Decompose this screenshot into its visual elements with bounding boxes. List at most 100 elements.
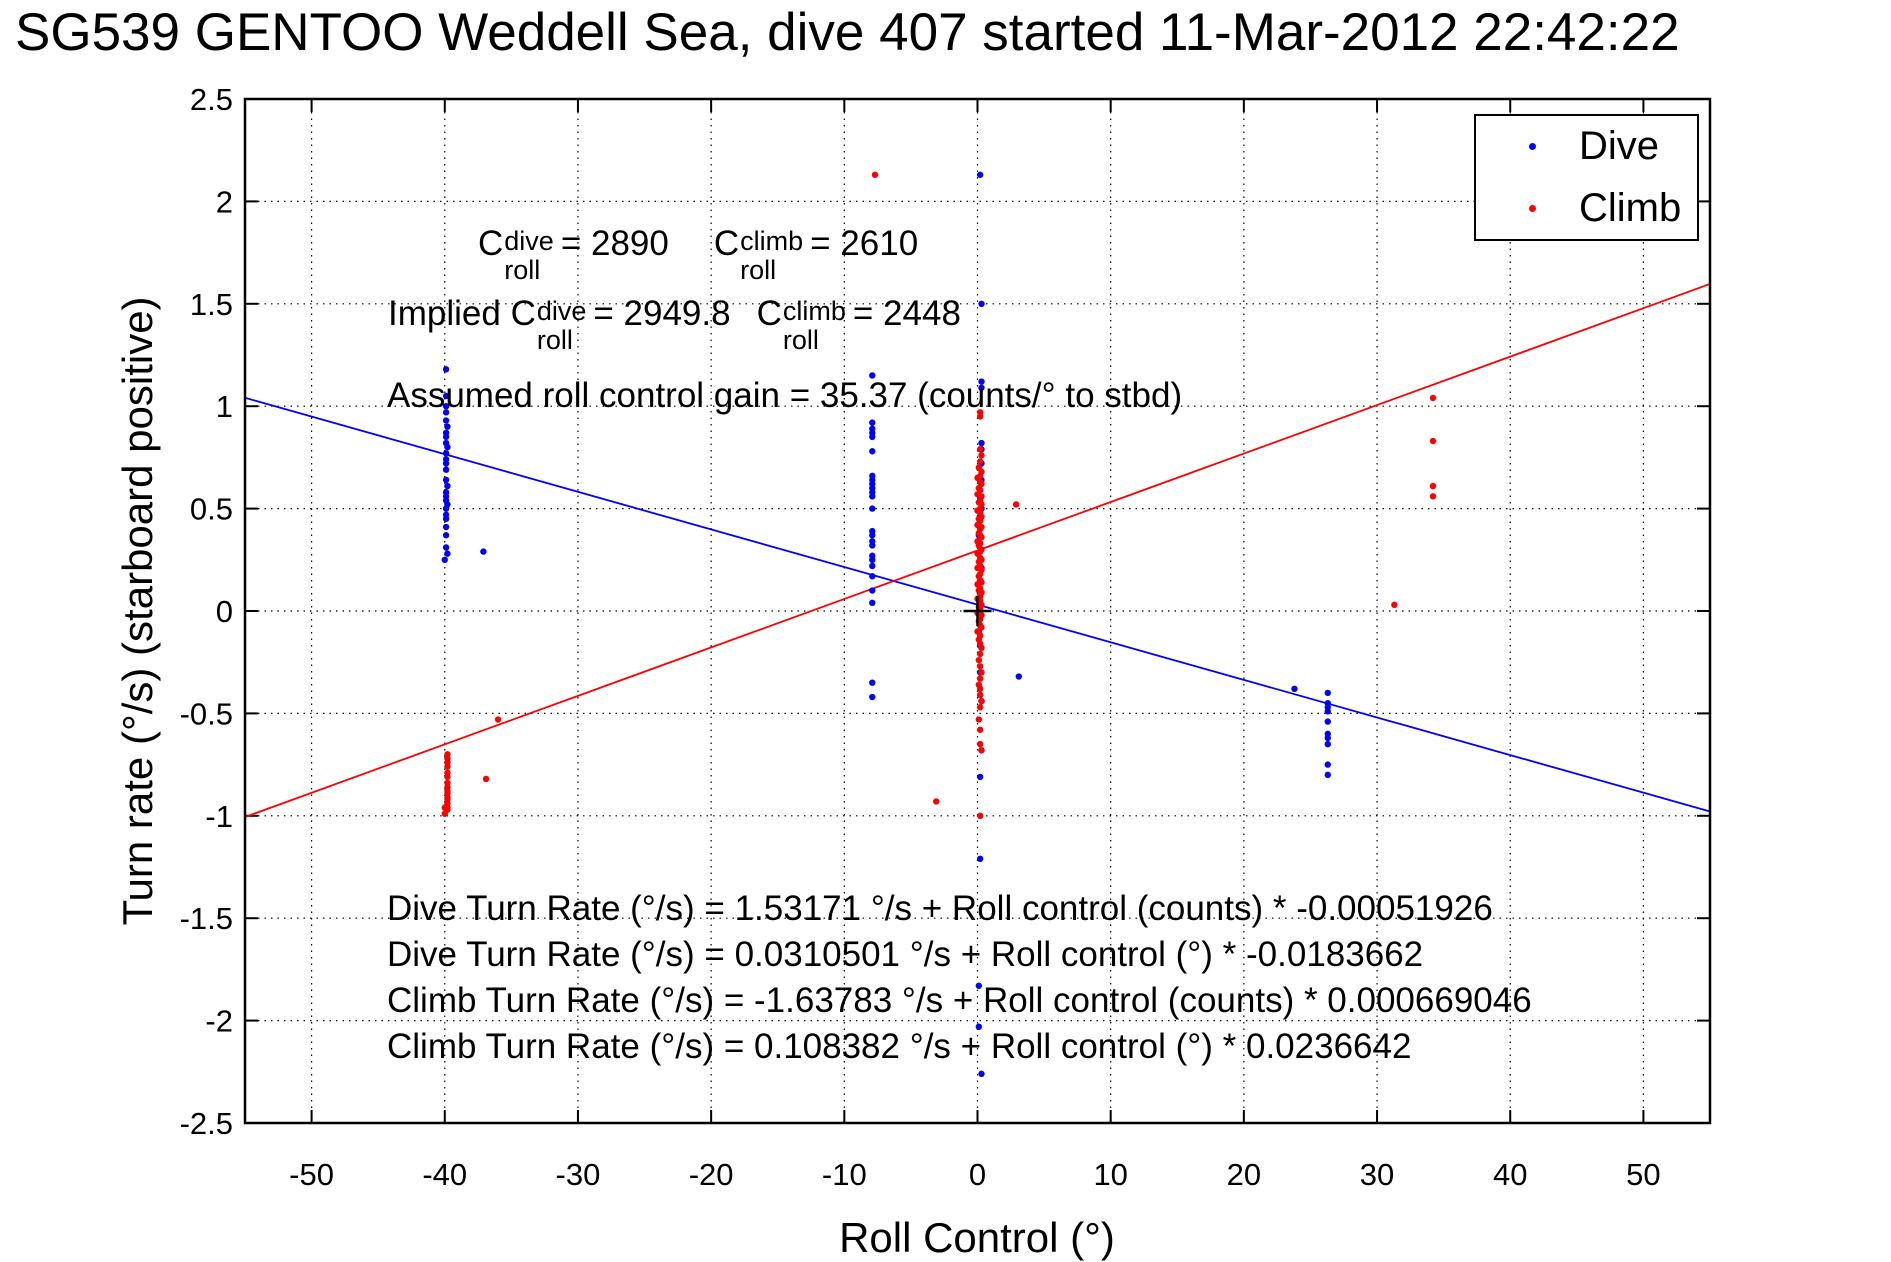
dive-fit-degrees-equation: Dive Turn Rate (°/s) = 0.0310501 °/s + R… — [387, 935, 1424, 974]
data-point-climb — [441, 810, 448, 817]
data-point-climb — [482, 775, 490, 783]
data-point-climb — [978, 747, 985, 754]
legend-item-climb: Climb — [1476, 179, 1697, 237]
data-point-dive — [1324, 708, 1331, 715]
data-point-dive — [869, 679, 876, 686]
x-tick-label: -10 — [822, 1157, 867, 1192]
data-point-dive — [978, 384, 985, 391]
x-tick-label: 30 — [1360, 1157, 1394, 1192]
legend-label-climb: Climb — [1579, 185, 1682, 230]
y-tick-label: 1 — [216, 389, 233, 424]
x-tick-label: -50 — [289, 1157, 334, 1192]
data-point-dive — [869, 562, 876, 570]
data-point-dive — [869, 532, 876, 539]
data-point-dive — [444, 423, 451, 430]
data-point-dive — [442, 366, 450, 373]
climb-fit-counts-equation: Climb Turn Rate (°/s) = -1.63783 °/s + R… — [387, 981, 1532, 1020]
data-point-dive — [442, 433, 450, 441]
data-point-dive — [869, 505, 876, 512]
data-point-climb — [444, 773, 451, 781]
data-point-dive — [978, 1070, 985, 1078]
legend: Dive Climb — [1474, 114, 1699, 241]
axes-frame — [243, 97, 1712, 1125]
data-point-dive — [976, 773, 984, 781]
data-point-climb — [976, 446, 984, 453]
data-point-dive — [1324, 771, 1331, 779]
data-point-climb — [1391, 601, 1398, 609]
data-point-climb — [976, 812, 984, 819]
data-point-climb — [1429, 394, 1437, 402]
x-tick-label: 50 — [1626, 1157, 1660, 1192]
data-point-dive — [442, 392, 450, 400]
dive-fit-counts-equation: Dive Turn Rate (°/s) = 1.53171 °/s + Rol… — [387, 889, 1493, 928]
data-point-dive — [442, 403, 450, 410]
x-tick-label: -20 — [689, 1157, 734, 1192]
x-tick-label: 40 — [1493, 1157, 1527, 1192]
data-point-climb — [933, 798, 940, 805]
x-tick-label: 0 — [969, 1157, 986, 1192]
data-point-dive — [442, 544, 450, 551]
data-point-dive — [442, 417, 450, 424]
data-point-climb — [1429, 437, 1437, 445]
data-point-climb — [976, 740, 984, 748]
data-point-climb — [976, 691, 984, 699]
data-point-climb — [1429, 482, 1437, 490]
data-point-climb — [976, 704, 984, 711]
data-point-dive — [869, 556, 876, 563]
climb-fit-degrees-equation: Climb Turn Rate (°/s) = 0.108382 °/s + R… — [387, 1027, 1412, 1066]
dive-marker-icon — [1529, 143, 1536, 151]
data-point-dive — [869, 693, 876, 701]
figure-title: SG539 GENTOO Weddell Sea, dive 407 start… — [15, 3, 1680, 62]
x-axis-label: Roll Control (°) — [839, 1214, 1115, 1261]
data-point-dive — [442, 532, 450, 539]
data-point-climb — [978, 624, 985, 631]
y-tick-label: -2.5 — [180, 1106, 233, 1141]
data-point-dive — [1015, 673, 1022, 680]
y-tick-label: 1.5 — [190, 287, 233, 322]
data-point-dive — [869, 372, 876, 379]
data-point-dive — [975, 1023, 983, 1030]
data-point-climb — [976, 458, 984, 465]
data-point-dive — [1324, 689, 1331, 697]
data-point-dive — [869, 433, 876, 441]
legend-label-dive: Dive — [1579, 124, 1660, 169]
data-point-climb — [976, 726, 984, 733]
data-point-dive — [442, 523, 450, 531]
data-point-dive — [444, 550, 451, 557]
data-point-dive — [978, 439, 985, 447]
data-point-dive — [1291, 685, 1298, 693]
data-point-dive — [1324, 740, 1331, 748]
data-point-dive — [978, 300, 985, 307]
climb-marker-icon — [1529, 204, 1536, 212]
data-point-dive — [976, 855, 984, 863]
data-point-climb — [1012, 501, 1020, 508]
data-point-dive — [869, 572, 876, 580]
y-tick-label: -2 — [205, 1004, 233, 1039]
y-tick-label: 0 — [216, 594, 233, 629]
data-point-dive — [975, 982, 983, 989]
y-axis-label: Turn rate (°/s) (starboard positive) — [114, 296, 161, 926]
x-tick-label: 20 — [1227, 1157, 1261, 1192]
data-point-dive — [442, 505, 450, 512]
data-point-dive — [869, 419, 876, 426]
fit-equations-block: Dive Turn Rate (°/s) = 1.53171 °/s + Rol… — [387, 886, 1532, 1070]
x-tick-label: -30 — [556, 1157, 601, 1192]
data-point-climb — [976, 675, 984, 682]
y-tick-label: 2 — [216, 184, 233, 219]
data-point-dive — [442, 409, 450, 416]
data-point-climb — [978, 452, 985, 459]
data-point-climb — [978, 644, 985, 652]
x-tick-label: -40 — [422, 1157, 467, 1192]
data-point-dive — [442, 450, 450, 457]
data-point-dive — [869, 493, 876, 500]
y-tick-label: 0.5 — [190, 492, 233, 527]
data-point-climb — [871, 171, 879, 178]
data-point-dive — [978, 378, 985, 385]
